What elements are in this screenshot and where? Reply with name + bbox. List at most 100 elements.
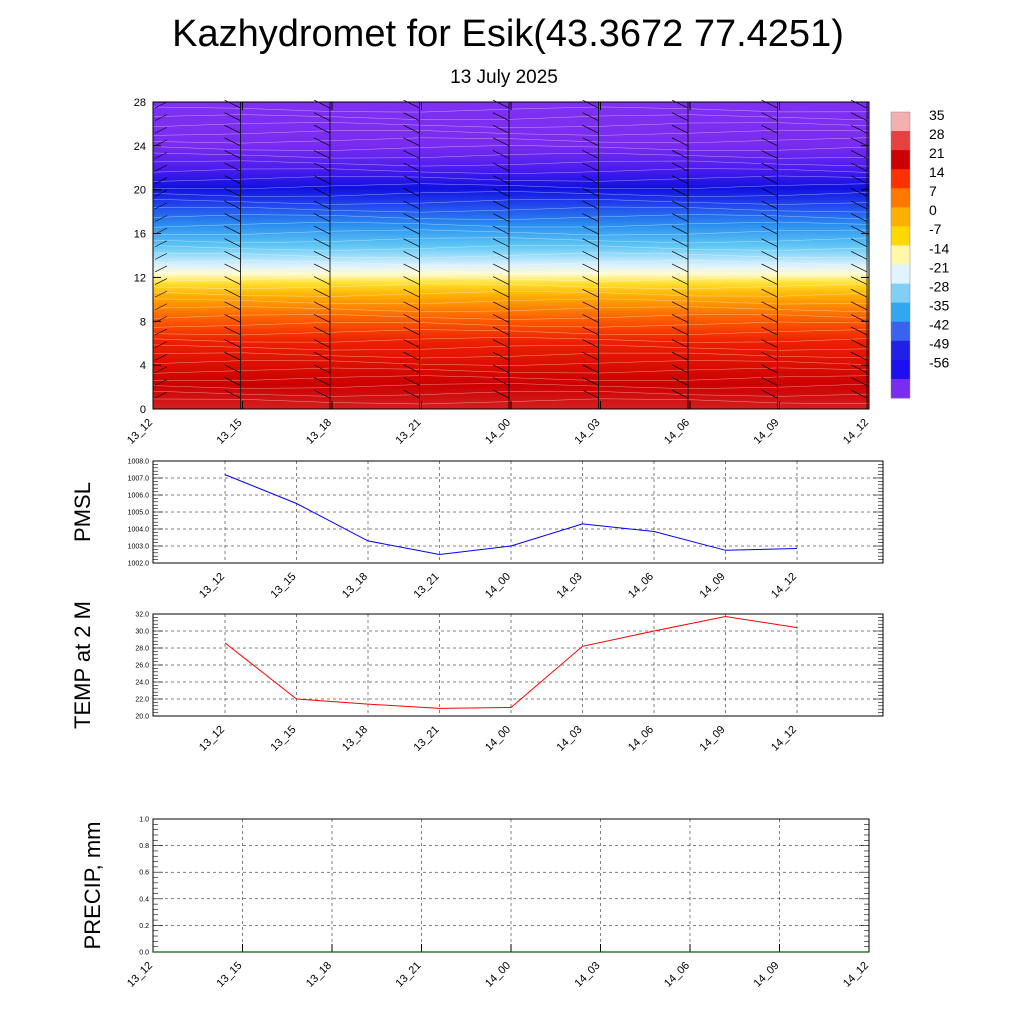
- wind-barb: [403, 137, 420, 147]
- x-tick-label: 14_00: [483, 571, 513, 601]
- wind-barb: [671, 326, 689, 336]
- wind-barb: [154, 164, 168, 172]
- y-tick-label: 0.2: [139, 923, 149, 930]
- contour-line: [152, 352, 870, 359]
- wind-barb: [313, 314, 331, 323]
- wind-barb: [850, 377, 868, 386]
- wind-barb: [761, 364, 778, 374]
- wind-barb: [492, 364, 510, 374]
- wind-barb: [671, 251, 689, 260]
- contour-line: [152, 306, 870, 313]
- y-tick-label: 1003.0: [128, 544, 150, 551]
- wind-barb: [403, 225, 420, 235]
- x-tick-label: 13_12: [197, 724, 227, 754]
- x-tick-label: 14_09: [698, 571, 728, 601]
- wind-barb: [313, 124, 331, 134]
- wind-barb: [224, 276, 241, 285]
- colorbar-label: 28: [929, 126, 945, 142]
- wind-barb: [761, 389, 778, 399]
- wind-barb: [403, 276, 420, 285]
- wind-barb: [313, 389, 331, 399]
- wind-barb: [671, 389, 689, 399]
- wind-barb: [761, 112, 778, 121]
- wind-barb: [492, 124, 510, 134]
- wind-barb: [671, 314, 689, 323]
- wind-barb: [492, 187, 510, 197]
- colorbar-swatch: [891, 131, 910, 151]
- wind-barb: [403, 124, 420, 134]
- wind-barb: [403, 162, 420, 172]
- wind-barb: [492, 162, 510, 172]
- x-tick-label: 13_18: [304, 417, 334, 447]
- wind-barb: [403, 99, 420, 109]
- y-tick-label: 20.0: [135, 714, 149, 721]
- wind-barb: [403, 364, 420, 374]
- wind-barb: [154, 366, 168, 374]
- colorbar-swatch: [891, 264, 910, 285]
- contour-line: [152, 122, 870, 128]
- wind-barb: [671, 187, 689, 197]
- contour-line: [152, 252, 870, 259]
- contour-line: [152, 360, 870, 366]
- colorbar-swatch: [891, 226, 910, 246]
- wind-barb: [850, 288, 868, 298]
- wind-barb: [850, 238, 868, 248]
- wind-barb: [224, 124, 241, 134]
- colorbar-label: -56: [929, 355, 949, 371]
- y-tick-label: 1002.0: [128, 561, 150, 568]
- y-tick-label: 0.0: [139, 950, 149, 957]
- wind-barb: [313, 339, 331, 348]
- y-tick-label: 30.0: [135, 629, 149, 636]
- wind-barb: [761, 225, 778, 235]
- precip-panel: 0.0 0.2 0.4 0.6 0.8 1.0 13_12 13_15 13_18 13_21 14…: [80, 817, 871, 990]
- x-tick-label: 13_18: [340, 571, 370, 601]
- y-tick-label: 4: [140, 360, 146, 372]
- x-tick-label: 14_06: [662, 960, 692, 990]
- wind-barb: [850, 175, 868, 184]
- x-tick-label: 13_21: [412, 571, 442, 601]
- wind-barb: [492, 99, 510, 109]
- wind-barb: [403, 339, 420, 348]
- wind-barb: [671, 276, 689, 285]
- wind-barb: [313, 288, 331, 298]
- x-tick-label: 14_12: [769, 571, 799, 601]
- wind-barb: [761, 276, 778, 285]
- colorbar-label: -7: [929, 221, 942, 237]
- y-tick-label: 0.4: [139, 896, 149, 903]
- contour-line: [152, 329, 870, 336]
- wind-barb: [850, 162, 868, 172]
- colorbar-label: -21: [929, 259, 949, 275]
- wind-barb: [582, 326, 599, 336]
- wind-barb: [582, 124, 599, 134]
- wind-barb: [492, 377, 510, 386]
- contour-line: [152, 175, 870, 182]
- colorbar-label: -49: [929, 336, 949, 352]
- wind-barb: [403, 326, 420, 336]
- contour-line: [152, 145, 870, 151]
- wind-barb: [582, 200, 599, 210]
- wind-barb: [313, 137, 331, 147]
- wind-barb: [313, 175, 331, 184]
- wind-barb: [403, 314, 420, 323]
- wind-barb: [154, 114, 168, 121]
- series-line: [224, 474, 798, 556]
- wind-barb: [313, 99, 331, 109]
- wind-barb: [313, 213, 331, 222]
- wind-barb: [671, 263, 689, 273]
- temperature-contours: [152, 106, 870, 405]
- wind-barb: [313, 351, 331, 361]
- x-tick-label: 14_00: [483, 724, 513, 754]
- contour-line: [152, 290, 870, 297]
- wind-barb: [761, 162, 778, 172]
- colorbar-label: -42: [929, 317, 949, 333]
- wind-barb: [761, 124, 778, 134]
- colorbar-label: 35: [929, 107, 945, 123]
- wind-barb: [671, 200, 689, 210]
- wind-barb: [850, 99, 868, 109]
- wind-barb: [224, 377, 241, 386]
- wind-barb: [850, 364, 868, 374]
- wind-barb: [154, 240, 168, 247]
- wind-barb: [403, 112, 420, 121]
- wind-barb: [671, 150, 689, 159]
- y-tick-label: 22.0: [135, 697, 149, 704]
